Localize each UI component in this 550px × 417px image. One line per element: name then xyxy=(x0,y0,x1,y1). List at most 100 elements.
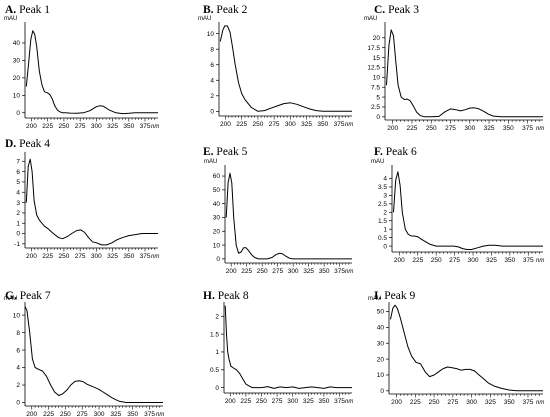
y-tick-label: 4 xyxy=(16,365,20,372)
y-tick-label: 6 xyxy=(16,169,20,176)
x-tick-label: 225 xyxy=(236,121,247,128)
x-tick-label: 250 xyxy=(257,268,268,275)
y-unit-label: mAU xyxy=(198,16,211,22)
panel-title-h: H. Peak 8 xyxy=(203,290,249,302)
y-tick-label: 7 xyxy=(16,158,20,165)
y-tick-label: 8 xyxy=(210,46,214,53)
y-tick-label: 4 xyxy=(383,176,387,183)
y-tick-label: 2 xyxy=(210,93,214,100)
x-unit-label: nm xyxy=(345,269,353,275)
x-tick-label: 375 xyxy=(140,123,151,130)
x-tick-label: 200 xyxy=(26,253,37,260)
spectrum-line xyxy=(225,172,352,260)
y-tick-label: 50 xyxy=(377,309,385,316)
panel-title-d: D. Peak 4 xyxy=(5,138,51,150)
x-tick-label: 200 xyxy=(391,399,402,406)
y-tick-label: 1.5 xyxy=(378,218,387,225)
y-tick-label: 0 xyxy=(16,400,20,407)
y-tick-label: 10 xyxy=(13,93,21,100)
y-tick-label: 10 xyxy=(377,372,385,379)
x-tick-label: 200 xyxy=(225,398,236,405)
y-tick-label: 20 xyxy=(213,228,221,235)
x-tick-label: 225 xyxy=(410,399,421,406)
y-tick-label: 40 xyxy=(377,325,385,332)
x-tick-label: 200 xyxy=(220,121,231,128)
y-tick-label: 30 xyxy=(377,340,385,347)
y-tick-label: 60 xyxy=(213,173,221,180)
x-tick-label: 275 xyxy=(75,253,86,260)
y-tick-label: 1.5 xyxy=(210,331,219,338)
y-tick-label: 8 xyxy=(16,330,20,337)
x-tick-label: 225 xyxy=(43,411,54,417)
x-tick-label: 325 xyxy=(110,411,121,417)
y-tick-label: 0 xyxy=(215,385,219,392)
x-tick-label: 225 xyxy=(42,253,53,260)
x-unit-label: nm xyxy=(345,122,353,128)
y-tick-label: 0 xyxy=(376,114,380,121)
x-tick-label: 275 xyxy=(272,398,283,405)
x-unit-label: nm xyxy=(151,124,159,130)
y-tick-label: 50 xyxy=(213,187,221,194)
x-tick-label: 250 xyxy=(58,253,69,260)
x-tick-label: 225 xyxy=(42,123,53,130)
y-tick-label: -1 xyxy=(14,241,20,248)
chart-panel-7: 0 2 4 6 8 10 mAU 200 225 250 275 300 325 350 375 nm xyxy=(4,296,164,417)
spectrum-line xyxy=(224,305,352,389)
y-tick-label: 5 xyxy=(16,179,20,186)
x-unit-label: nm xyxy=(536,258,544,264)
y-tick-label: 0 xyxy=(380,388,384,395)
x-tick-label: 325 xyxy=(301,121,312,128)
chart-panel-2: 0 2 4 6 8 10 mAU 200 225 250 275 300 325 350 375 nm xyxy=(198,16,353,128)
y-tick-label: 6 xyxy=(210,62,214,69)
x-tick-label: 300 xyxy=(466,399,477,406)
panel-title-g: G. Peak 7 xyxy=(5,290,51,302)
y-tick-label: 0 xyxy=(16,231,20,238)
x-tick-label: 200 xyxy=(387,125,398,132)
chart-panel-1: 0 10 20 30 40 mAU 200 225 250 275 300 325 350 375 nm xyxy=(4,16,159,130)
spectrum-line xyxy=(24,306,163,403)
y-tick-label: 7.5 xyxy=(371,84,380,91)
x-tick-label: 225 xyxy=(412,257,423,264)
y-tick-label: 15 xyxy=(373,55,381,62)
x-tick-label: 350 xyxy=(504,257,515,264)
x-tick-label: 325 xyxy=(303,268,314,275)
y-tick-label: 40 xyxy=(13,40,21,47)
x-tick-label: 300 xyxy=(287,398,298,405)
x-unit-label: nm xyxy=(345,399,353,405)
x-tick-label: 275 xyxy=(272,268,283,275)
x-tick-label: 250 xyxy=(252,121,263,128)
chart-panel-6: 00.5 11.52 2.53 3.54 mAU 200 225 250 275 300 325 35… xyxy=(371,159,544,264)
y-tick-label: 0 xyxy=(16,110,20,117)
y-tick-label: 10 xyxy=(373,75,381,82)
x-tick-label: 375 xyxy=(140,253,151,260)
x-tick-label: 300 xyxy=(468,257,479,264)
x-tick-label: 375 xyxy=(334,268,345,275)
x-tick-label: 350 xyxy=(123,123,134,130)
y-tick-label: 20 xyxy=(13,75,21,82)
x-tick-label: 350 xyxy=(503,125,514,132)
x-tick-label: 325 xyxy=(484,125,495,132)
x-tick-label: 300 xyxy=(464,125,475,132)
y-tick-label: 0 xyxy=(216,256,220,263)
y-tick-label: 0.5 xyxy=(210,367,219,374)
y-tick-label: 3 xyxy=(383,193,387,200)
x-tick-label: 225 xyxy=(407,125,418,132)
x-tick-label: 350 xyxy=(317,121,328,128)
y-tick-label: 2.5 xyxy=(378,201,387,208)
chart-panel-9: 0 10 20 30 40 50 mAU 200 225 250 275 300 325 350 375 nm xyxy=(368,296,544,406)
panel-title-e: E. Peak 5 xyxy=(203,146,248,158)
y-tick-label: 2.5 xyxy=(371,104,380,111)
x-tick-label: 325 xyxy=(107,253,118,260)
y-tick-label: 20 xyxy=(373,35,381,42)
x-tick-label: 300 xyxy=(91,123,102,130)
x-tick-label: 300 xyxy=(91,253,102,260)
x-unit-label: nm xyxy=(156,412,164,417)
y-tick-label: 30 xyxy=(13,58,21,65)
y-unit-label: mAU xyxy=(4,16,17,22)
x-tick-label: 250 xyxy=(431,257,442,264)
spectrum-line xyxy=(393,171,543,250)
y-tick-label: 3 xyxy=(16,200,20,207)
spectrum-line xyxy=(390,304,543,392)
x-tick-label: 275 xyxy=(75,123,86,130)
